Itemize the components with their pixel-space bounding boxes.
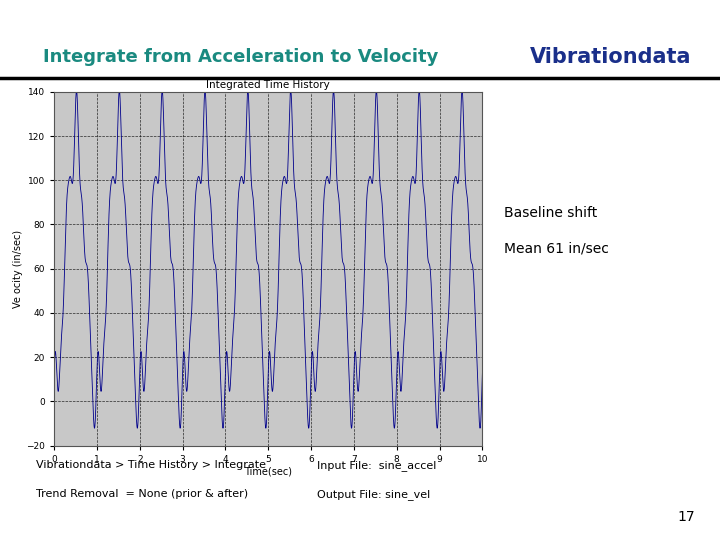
- Y-axis label: Ve ocity (in/sec): Ve ocity (in/sec): [13, 230, 23, 308]
- Text: Input File:  sine_accel: Input File: sine_accel: [317, 460, 436, 471]
- Text: Trend Removal  = None (prior & after): Trend Removal = None (prior & after): [36, 489, 248, 499]
- X-axis label: Time(sec): Time(sec): [244, 467, 292, 476]
- Text: 17: 17: [678, 510, 695, 524]
- Text: Baseline shift: Baseline shift: [504, 206, 598, 220]
- Text: Integrate from Acceleration to Velocity: Integrate from Acceleration to Velocity: [43, 48, 438, 66]
- Title: Integrated Time History: Integrated Time History: [207, 79, 330, 90]
- Text: Vibrationdata > Time History > Integrate: Vibrationdata > Time History > Integrate: [36, 461, 266, 470]
- Text: Vibrationdata: Vibrationdata: [530, 46, 691, 67]
- Text: Mean 61 in/sec: Mean 61 in/sec: [504, 241, 609, 255]
- Text: Output File: sine_vel: Output File: sine_vel: [317, 489, 430, 500]
